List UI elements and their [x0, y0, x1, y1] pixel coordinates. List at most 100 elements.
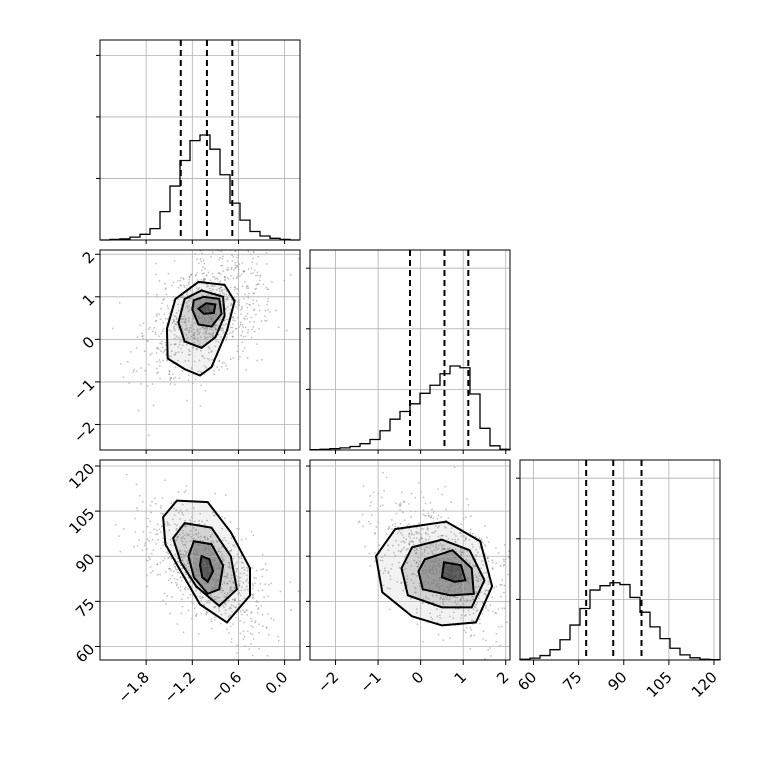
scatter-point — [484, 525, 486, 528]
scatter-point — [408, 540, 411, 543]
scatter-point — [261, 589, 264, 592]
scatter-point — [461, 582, 463, 585]
scatter-point — [440, 611, 443, 613]
scatter-point — [202, 279, 205, 281]
scatter-point — [204, 319, 207, 322]
scatter-point — [452, 617, 455, 619]
scatter-point — [428, 547, 431, 549]
scatter-point — [270, 670, 272, 672]
scatter-point — [192, 506, 195, 509]
scatter-point — [200, 269, 203, 272]
scatter-point — [464, 516, 467, 519]
scatter-point — [211, 358, 214, 361]
scatter-point — [189, 521, 192, 524]
scatter-point — [235, 305, 237, 308]
scatter-point — [501, 607, 504, 610]
scatter-point — [215, 288, 218, 291]
scatter-point — [217, 579, 220, 582]
scatter-point — [472, 545, 474, 548]
scatter-point — [174, 376, 177, 379]
scatter-point — [242, 581, 245, 584]
scatter-point — [513, 566, 515, 568]
scatter-point — [260, 605, 263, 607]
scatter-point — [188, 276, 191, 279]
scatter-point — [198, 520, 200, 522]
scatter-point — [454, 557, 457, 559]
scatter-point — [503, 563, 506, 566]
scatter-point — [187, 317, 190, 320]
scatter-point — [461, 551, 464, 554]
hist-panel-0 — [99, 39, 301, 241]
scatter-point — [479, 546, 482, 549]
scatter-point — [411, 540, 413, 543]
scatter-point — [193, 548, 196, 551]
scatter-point — [230, 641, 233, 643]
scatter-point — [467, 580, 470, 583]
scatter-point — [447, 559, 450, 561]
scatter-point — [431, 531, 434, 534]
scatter-point — [400, 540, 403, 543]
scatter-point — [209, 528, 212, 531]
scatter-point — [209, 568, 212, 571]
scatter-point — [188, 299, 191, 302]
scatter-point — [173, 514, 176, 516]
scatter-point — [399, 509, 402, 511]
scatter-point — [221, 553, 224, 556]
scatter-point — [487, 609, 490, 612]
scatter-point — [205, 274, 208, 277]
scatter-point — [438, 559, 441, 562]
scatter-point — [190, 327, 192, 329]
scatter-point — [461, 551, 464, 554]
scatter-point — [184, 544, 187, 547]
scatter-point — [479, 579, 482, 581]
scatter-point — [413, 559, 416, 562]
scatter-point — [427, 527, 429, 530]
scatter-point — [435, 525, 437, 527]
scatter-point — [212, 329, 215, 332]
scatter-point — [149, 326, 151, 329]
scatter-point — [214, 581, 217, 583]
scatter-point — [384, 569, 386, 572]
scatter-point — [187, 282, 190, 285]
scatter-point — [446, 564, 449, 567]
scatter-point — [223, 606, 225, 609]
scatter-point — [181, 503, 184, 506]
scatter-point — [447, 564, 449, 567]
scatter-point — [208, 359, 211, 361]
scatter-point — [210, 318, 213, 321]
scatter-point — [226, 592, 229, 595]
scatter-point — [236, 527, 239, 530]
scatter-point — [196, 543, 199, 546]
scatter-point — [202, 596, 204, 599]
scatter-point — [415, 552, 417, 555]
scatter-point — [396, 580, 399, 583]
scatter-point — [372, 491, 375, 493]
scatter-point — [220, 303, 223, 306]
scatter-point — [222, 324, 225, 327]
scatter-point — [443, 573, 446, 576]
scatter-point — [204, 318, 207, 321]
scatter-point — [450, 501, 453, 503]
xtick-label-1-1: −1 — [357, 668, 385, 696]
scatter-point — [207, 565, 210, 567]
scatter-point — [215, 579, 218, 582]
scatter-point — [432, 601, 435, 604]
scatter-point — [187, 596, 189, 599]
scatter-point — [470, 634, 473, 637]
scatter-point — [188, 305, 190, 308]
scatter-point — [204, 267, 206, 270]
scatter-point — [484, 545, 487, 548]
scatter-point — [466, 577, 469, 579]
scatter-point — [183, 315, 186, 318]
scatter-point — [208, 328, 211, 331]
scatter-point — [195, 550, 198, 553]
scatter-point — [264, 319, 267, 322]
scatter-point — [225, 539, 228, 542]
scatter-point — [424, 502, 427, 505]
scatter-point — [442, 596, 445, 598]
ytick-label-1-4: 2 — [79, 248, 98, 267]
scatter-point — [446, 591, 448, 594]
scatter-point — [188, 353, 191, 356]
scatter-point — [440, 597, 442, 599]
scatter-point — [205, 613, 208, 616]
